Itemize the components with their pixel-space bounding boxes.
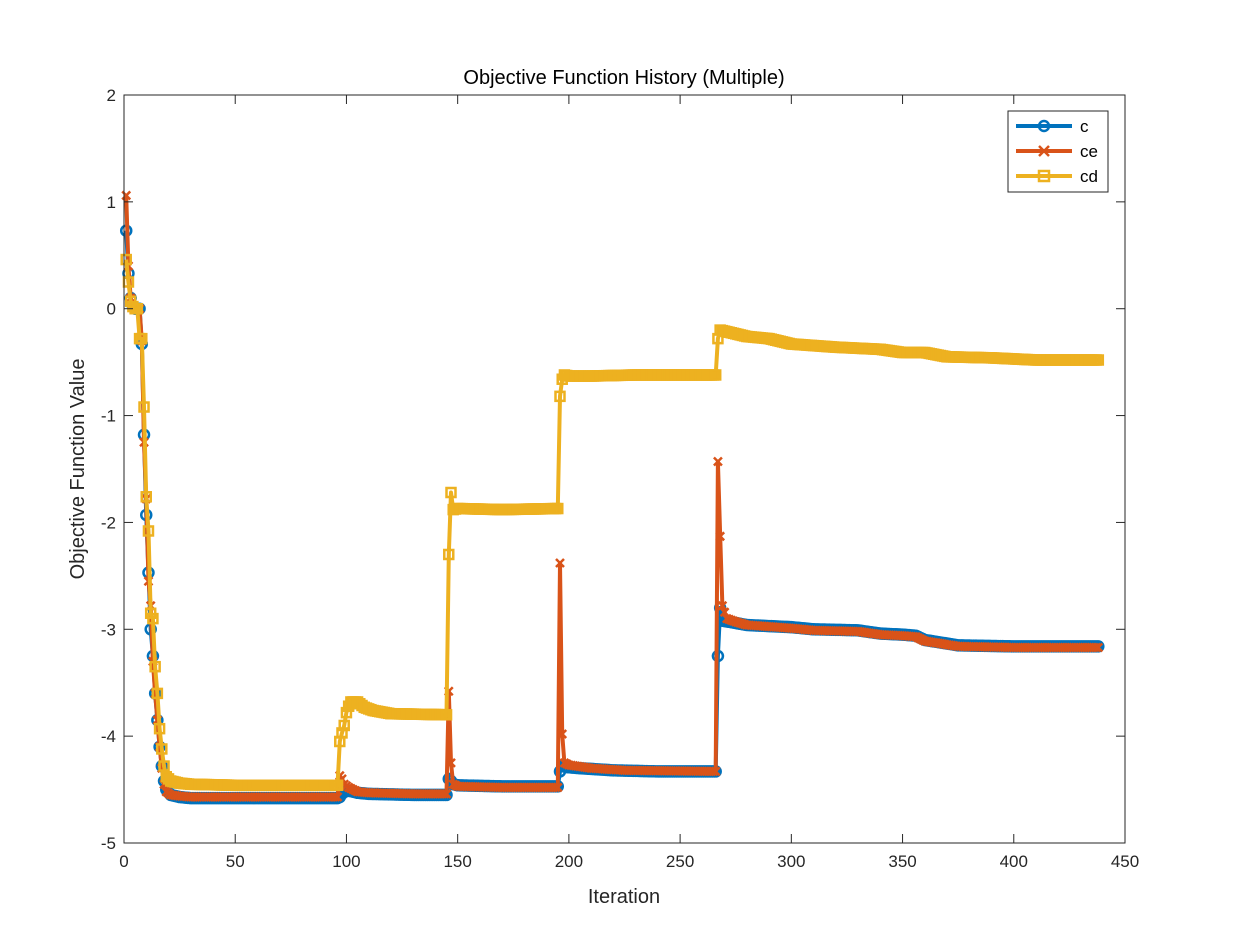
x-tick-label: 300 — [777, 852, 805, 871]
data-point-cd — [709, 369, 722, 381]
x-tick-label: 0 — [119, 852, 128, 871]
y-tick-label: 0 — [107, 300, 116, 319]
legend-marker-c — [1037, 119, 1051, 133]
data-point-ce — [710, 766, 721, 777]
data-point-ce — [708, 766, 719, 777]
series-cd — [120, 253, 1105, 792]
data-point-cd — [158, 760, 170, 772]
data-point-cd — [151, 687, 164, 700]
series-layer — [119, 190, 1105, 805]
data-point-cd — [552, 502, 564, 515]
legend-label-c: c — [1080, 117, 1089, 136]
data-point-ce — [552, 782, 563, 793]
x-tick-label: 150 — [443, 852, 471, 871]
data-point-cd — [138, 401, 150, 413]
plot-frame — [123, 94, 1126, 844]
legend-marker-cd — [1037, 169, 1051, 183]
data-point-ce — [332, 792, 343, 802]
x-tick-label: 100 — [332, 852, 360, 871]
data-point-cd — [140, 491, 152, 503]
data-point-ce — [719, 607, 730, 618]
x-tick-label: 350 — [888, 852, 916, 871]
data-point-ce — [1091, 642, 1101, 653]
data-point-cd — [336, 727, 348, 739]
data-point-ce — [330, 792, 341, 802]
data-point-cd — [554, 390, 566, 403]
plot-background — [124, 95, 1125, 843]
y-tick-label: 1 — [107, 193, 116, 212]
data-point-cd — [142, 525, 155, 537]
y-tick-label: 2 — [107, 86, 116, 105]
y-tick-label: -5 — [101, 834, 116, 853]
data-point-cd — [136, 332, 148, 345]
data-point-cd — [120, 253, 132, 266]
data-point-ce — [439, 788, 450, 799]
y-tick-label: -3 — [101, 620, 116, 639]
data-point-ce — [557, 729, 568, 739]
data-point-cd — [147, 612, 159, 625]
y-axis-label: Objective Function Value — [67, 359, 89, 580]
data-point-cd — [1092, 354, 1105, 366]
data-point-cd — [340, 706, 353, 719]
x-tick-label: 200 — [555, 852, 583, 871]
data-point-ce — [715, 531, 726, 542]
y-tick-label: -4 — [101, 727, 116, 746]
data-point-ce — [717, 600, 728, 611]
chart-title: Objective Function History (Multiple) — [463, 67, 784, 89]
data-point-ce — [1093, 642, 1104, 653]
data-point-cd — [156, 743, 168, 755]
legend-marker-ce — [1038, 145, 1050, 157]
data-point-ce — [550, 782, 561, 793]
x-axis-label: Iteration — [588, 886, 660, 908]
legend: c ce cd — [1007, 110, 1109, 193]
y-tick-label: -2 — [101, 513, 116, 532]
tick-layer: 0 50 100 150 200 250 300 350 400 450 -5 -4 -3 -2 -1 0 1 2 — [101, 86, 1139, 871]
data-point-cd — [443, 548, 455, 561]
data-point-ce — [555, 558, 565, 568]
data-point-ce — [713, 456, 723, 467]
x-tick-label: 400 — [1000, 852, 1028, 871]
x-tick-label: 250 — [666, 852, 694, 871]
data-point-cd — [149, 660, 161, 673]
x-tick-label: 50 — [226, 852, 245, 871]
data-point-cd — [338, 719, 350, 732]
y-tick-label: -1 — [101, 407, 116, 426]
data-point-cd — [445, 486, 457, 499]
legend-label-cd: cd — [1080, 167, 1098, 186]
legend-label-ce: ce — [1080, 142, 1098, 161]
data-point-cd — [153, 722, 166, 735]
x-tick-label: 450 — [1111, 852, 1139, 871]
data-point-ce — [441, 788, 452, 799]
data-point-cd — [331, 779, 344, 792]
data-point-ce — [446, 757, 456, 768]
data-point-cd — [440, 709, 453, 721]
